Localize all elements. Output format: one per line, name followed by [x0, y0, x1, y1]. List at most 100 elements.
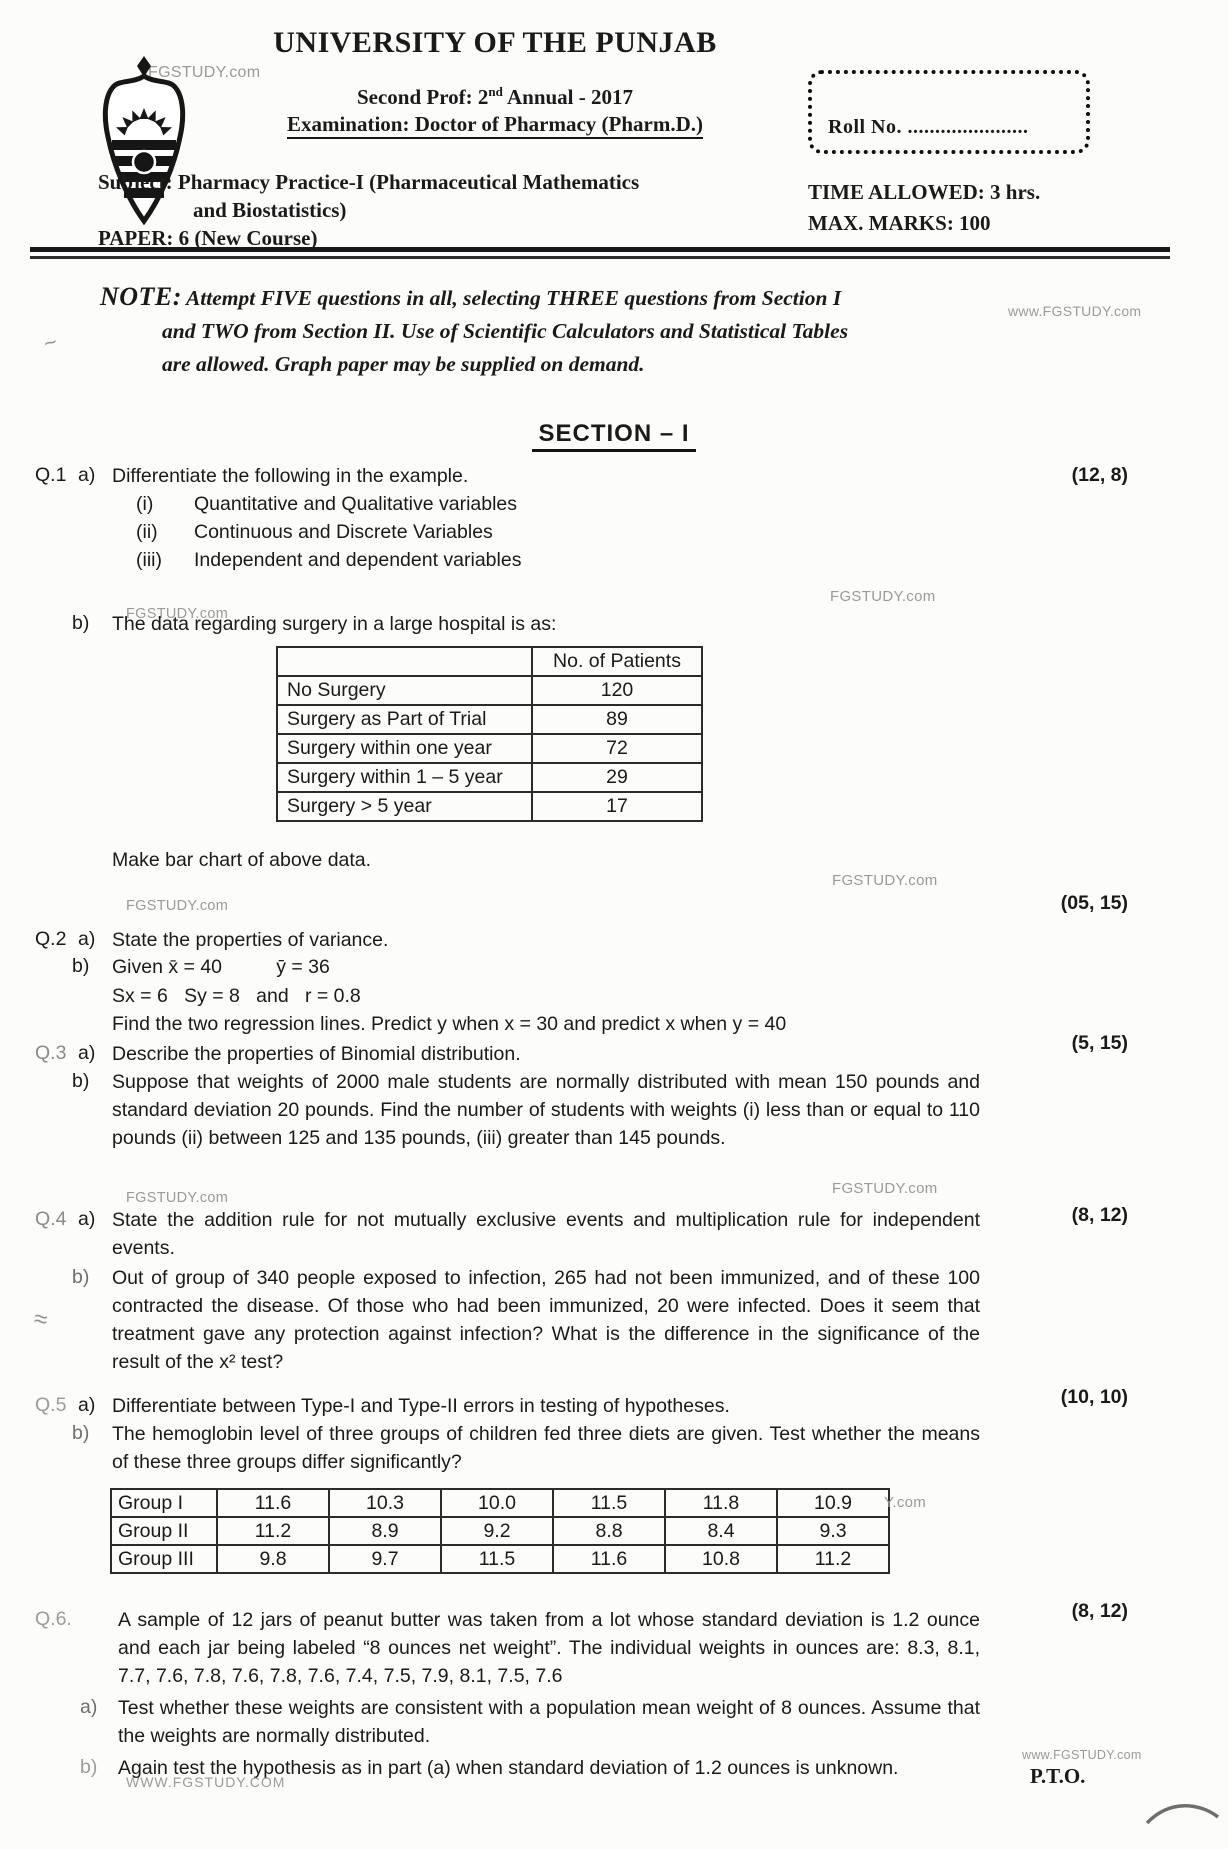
table-cell: 8.9 — [328, 1516, 442, 1546]
session-line: Second Prof: 2nd Annual - 2017 — [215, 84, 775, 110]
question-6-intro: A sample of 12 jars of peanut butter was… — [118, 1609, 980, 1687]
question-2b-label: b) — [72, 955, 90, 977]
question-2b-line-3: Find the two regression lines. Predict y… — [112, 1013, 787, 1035]
question-4a-text: State the addition rule for not mutually… — [112, 1209, 980, 1259]
roll-number-label: Roll No. ...................... — [828, 116, 1029, 138]
subject-line-2: and Biostatistics) — [193, 198, 347, 222]
paper-line: PAPER: 6 (New Course) — [98, 226, 318, 250]
table-cell: Group III — [110, 1544, 218, 1574]
question-2-marks: (05, 15) — [1060, 892, 1128, 914]
table-cell: 10.3 — [328, 1488, 442, 1518]
watermark: FGSTUDY.com — [832, 872, 938, 889]
table-cell: 11.2 — [776, 1544, 890, 1574]
table-cell: No Surgery — [276, 675, 533, 706]
crest-sun-rays — [115, 108, 173, 136]
question-3-number: Q.3 — [35, 1042, 67, 1064]
question-4b-label: b) — [72, 1266, 90, 1288]
question-2b-line-1: Given x̄ = 40 ȳ = 36 — [112, 956, 330, 978]
section-1-heading: SECTION – I — [0, 420, 1228, 452]
table-row: Surgery > 5 year 17 — [276, 791, 703, 822]
item-roman: (ii) — [136, 521, 158, 543]
watermark: www.FGSTUDY.com — [1022, 1748, 1142, 1762]
examination-text: Examination: Doctor of Pharmacy (Pharm.D… — [286, 112, 704, 139]
pencil-mark: ~ — [40, 328, 61, 357]
table-row: Surgery within one year 72 — [276, 733, 703, 764]
table-cell: Group I — [110, 1488, 218, 1518]
question-5b-label: b) — [72, 1422, 90, 1444]
question-1-marks: (12, 8) — [1071, 464, 1128, 486]
table-row: Surgery within 1 – 5 year 29 — [276, 762, 703, 793]
question-5b-text: The hemoglobin level of three groups of … — [112, 1423, 980, 1473]
question-6a-label: a) — [80, 1696, 98, 1718]
table-column-header: No. of Patients — [531, 646, 703, 677]
table-cell: 120 — [531, 675, 703, 706]
table-cell: 10.9 — [776, 1488, 890, 1518]
watermark: FGSTUDY.com — [126, 898, 229, 914]
question-1a-item-1: (i) Quantitative and Qualitative variable… — [112, 490, 980, 518]
question-3: Q.3 a) Describe the properties of Binomi… — [0, 1032, 1228, 1190]
note-line-1: Attempt FIVE questions in all, selecting… — [185, 286, 842, 310]
table-cell: 9.7 — [328, 1544, 442, 1574]
question-1a-text: Differentiate the following in the examp… — [112, 465, 469, 487]
watermark: FGSTUDY.com — [126, 606, 229, 622]
question-3a-text: Describe the properties of Binomial dist… — [112, 1043, 521, 1065]
table-cell: 11.2 — [216, 1516, 330, 1546]
table-cell: 9.8 — [216, 1544, 330, 1574]
max-marks: MAX. MARKS: 100 — [808, 211, 991, 235]
question-5: Q.5 a) Differentiate between Type-I and … — [0, 1386, 1228, 1592]
item-roman: (iii) — [136, 549, 162, 571]
university-logo — [102, 56, 186, 226]
question-2b-line-2: Sx = 6 Sy = 8 and r = 0.8 — [112, 985, 361, 1007]
table-cell: 11.8 — [664, 1488, 778, 1518]
table-cell: 72 — [531, 733, 703, 764]
question-4-number: Q.4 — [35, 1208, 67, 1230]
question-6b-label: b) — [80, 1756, 98, 1778]
table-cell: Surgery within one year — [276, 733, 533, 764]
question-6: Q.6. A sample of 12 jars of peanut butte… — [0, 1600, 1228, 1826]
table-row: Surgery as Part of Trial 89 — [276, 704, 703, 735]
question-2: Q.2 a) State the properties of variance.… — [0, 892, 1228, 1046]
question-3b-label: b) — [72, 1070, 90, 1092]
question-1-chart-note: Make bar chart of above data. — [112, 849, 372, 871]
question-6b-text: Again test the hypothesis as in part (a)… — [118, 1757, 899, 1779]
question-6-marks: (8, 12) — [1071, 1600, 1128, 1622]
session-post: Annual - 2017 — [502, 85, 634, 109]
watermark: FGSTUDY.com — [832, 1180, 938, 1197]
subject-line-1: Subject: Pharmacy Practice-I (Pharmaceut… — [98, 170, 640, 194]
time-allowed: TIME ALLOWED: 3 hrs. — [808, 180, 1041, 204]
watermark: WWW.FGSTUDY.COM — [126, 1774, 286, 1790]
roll-number-box: Roll No. ...................... — [808, 70, 1090, 154]
table-cell: 11.5 — [552, 1488, 666, 1518]
session-pre: Second Prof: 2 — [356, 85, 489, 109]
page-title: UNIVERSITY OF THE PUNJAB — [273, 26, 717, 59]
ink-stroke-artifact — [1145, 1804, 1220, 1825]
question-4: Q.4 a) State the addition rule for not m… — [0, 1204, 1228, 1386]
note-line-3: are allowed. Graph paper may be supplied… — [162, 352, 645, 376]
watermark-logo: FGSTUDY.com — [148, 64, 261, 81]
table-cell — [276, 646, 533, 677]
page-turn-over-label: P.T.O. — [1030, 1764, 1086, 1788]
examination-line: Examination: Doctor of Pharmacy (Pharm.D… — [215, 112, 775, 139]
question-6-number: Q.6. — [35, 1608, 72, 1630]
header-rule-top — [30, 247, 1170, 252]
question-1-number: Q.1 — [35, 464, 67, 486]
table-cell: 9.2 — [440, 1516, 554, 1546]
table-cell: 10.8 — [664, 1544, 778, 1574]
question-5-number: Q.5 — [35, 1394, 67, 1416]
table-cell: 11.6 — [216, 1488, 330, 1518]
table-cell: 89 — [531, 704, 703, 735]
hemoglobin-table: Group I 11.6 10.3 10.0 11.5 11.8 10.9 Gr… — [110, 1488, 890, 1574]
question-4a-label: a) — [78, 1208, 96, 1230]
question-1a-label: a) — [78, 464, 96, 486]
item-text: Continuous and Discrete Variables — [194, 521, 493, 543]
header-rule-bottom — [30, 256, 1170, 259]
question-4b-text: Out of group of 340 people exposed to in… — [112, 1267, 980, 1373]
table-cell: 8.8 — [552, 1516, 666, 1546]
table-cell: 11.5 — [440, 1544, 554, 1574]
table-row: No. of Patients — [276, 646, 703, 677]
question-1b-label: b) — [72, 612, 90, 634]
table-cell: Surgery within 1 – 5 year — [276, 762, 533, 793]
question-1a-item-2: (ii) Continuous and Discrete Variables — [112, 518, 980, 546]
table-cell: Surgery > 5 year — [276, 791, 533, 822]
